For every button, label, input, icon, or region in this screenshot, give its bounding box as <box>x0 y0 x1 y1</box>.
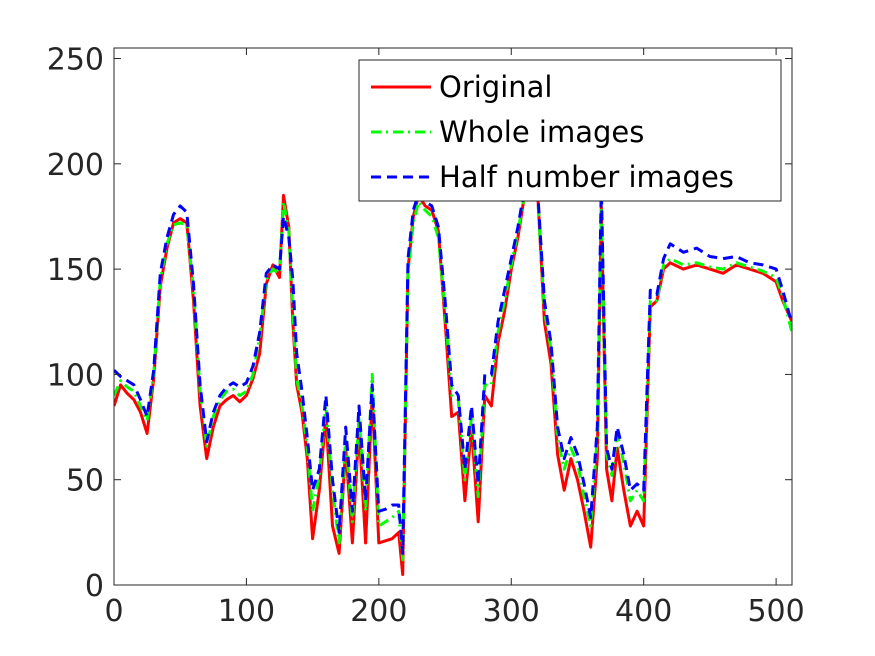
y-tick-label: 100 <box>47 358 104 393</box>
legend: Original Whole images Half number images <box>358 59 782 202</box>
x-tick-label: 100 <box>218 594 275 629</box>
x-tick-label: 200 <box>350 594 407 629</box>
y-tick-label: 200 <box>47 148 104 183</box>
x-tick-label: 400 <box>615 594 672 629</box>
tick-layer: 0 100 200 300 400 500 0 50 100 150 200 250 <box>47 43 805 629</box>
axes-frame <box>113 47 793 586</box>
legend-label-0: Original <box>439 70 552 104</box>
x-tick-label: 0 <box>104 594 123 629</box>
y-tick-label: 150 <box>47 253 104 288</box>
y-tick-label: 0 <box>85 569 104 604</box>
y-tick-label: 50 <box>66 464 104 499</box>
legend-box <box>358 59 782 202</box>
legend-label-1: Whole images <box>439 115 644 149</box>
legend-label-2: Half number images <box>439 160 734 194</box>
series-line-1 <box>114 183 792 562</box>
y-tick-label: 250 <box>47 43 104 78</box>
x-tick-label: 300 <box>483 594 540 629</box>
x-tick-label: 500 <box>747 594 804 629</box>
